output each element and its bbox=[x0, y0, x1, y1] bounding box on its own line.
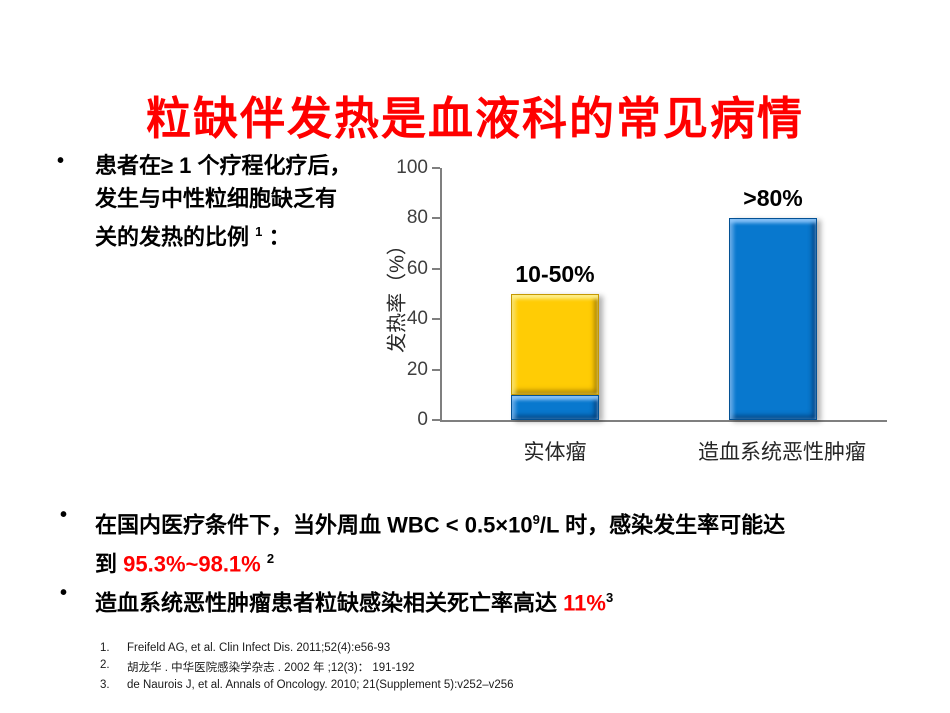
y-tick-label: 80 bbox=[406, 207, 428, 229]
y-tick-label: 100 bbox=[396, 157, 428, 178]
infection-rate-value: 95.3%~98.1% bbox=[123, 551, 261, 577]
bar-value-label: >80% bbox=[743, 185, 803, 212]
reference-item: 3. de Naurois J, et al. Annals of Oncolo… bbox=[100, 679, 514, 691]
bullet-3-text: 造血系统恶性肿瘤患者粒缺感染相关死亡率高达 11%3 bbox=[95, 581, 925, 620]
bar-实体瘤: 10-50% bbox=[511, 261, 599, 420]
y-tick-label: 0 bbox=[417, 409, 428, 430]
x-category-label: 实体瘤 bbox=[523, 441, 587, 464]
y-axis-label: 发热率（%） bbox=[386, 235, 409, 353]
reference-number: 2. bbox=[100, 658, 110, 671]
bullet-1-line1: 患者在≥ 1 个疗程化疗后， bbox=[95, 153, 352, 178]
bullet-icon: • bbox=[60, 504, 68, 526]
reference-item: 1. Freifeld AG, et al. Clin Infect Dis. … bbox=[100, 642, 514, 654]
y-tick-mark bbox=[432, 217, 440, 220]
y-tick-mark bbox=[432, 419, 440, 421]
y-tick-label: 40 bbox=[406, 308, 428, 330]
reference-item: 2. 胡龙华 . 中华医院感染学杂志 . 2002 年 ;12(3)： 191-… bbox=[100, 659, 514, 675]
y-tick-mark bbox=[432, 368, 440, 371]
exponent-9: 9 bbox=[532, 512, 540, 527]
bullet-icon: • bbox=[60, 582, 68, 604]
mortality-rate-value: 11% bbox=[563, 590, 606, 616]
reference-text: Freifeld AG, et al. Clin Infect Dis. 201… bbox=[127, 642, 391, 654]
fever-rate-chart: 发热率（%） 0 20 40 60 80 100 实体瘤 10-50% 造血系统恶性肿瘤 >80% bbox=[370, 150, 930, 490]
slide-title: 粒缺伴发热是血液科的常见病情 bbox=[145, 94, 804, 145]
bullet-1-tail: ： bbox=[262, 224, 291, 250]
x-category-label: 造血系统恶性肿瘤 bbox=[698, 441, 866, 464]
bullet-1-text: 患者在≥ 1 个疗程化疗后， 发生与中性粒细胞缺乏有 关的发热的比例 1 ： bbox=[95, 149, 425, 253]
bullet-icon: • bbox=[57, 150, 65, 172]
bullet-3-main: 造血系统恶性肿瘤患者粒缺感染相关死亡率高达 bbox=[95, 590, 564, 616]
bullet-2-text: 在国内医疗条件下，当外周血 WBC < 0.5×109/L 时，感染发生率可能达… bbox=[95, 503, 925, 582]
citation-superscript-1: 1 bbox=[255, 224, 263, 239]
citation-superscript-2: 2 bbox=[266, 551, 275, 567]
citation-superscript-3: 3 bbox=[605, 590, 614, 605]
bar-造血系统恶性肿瘤: >80% bbox=[729, 185, 817, 420]
y-tick-mark bbox=[432, 267, 440, 270]
reference-text: de Naurois J, et al. Annals of Oncology.… bbox=[127, 679, 514, 691]
bullet-2-line1b: /L 时，感染发生率可能达 bbox=[539, 512, 786, 538]
bar-value-label: 10-50% bbox=[515, 261, 595, 287]
reference-text: 胡龙华 . 中华医院感染学杂志 . 2002 年 ;12(3)： 191-192 bbox=[127, 661, 415, 674]
y-tick-mark bbox=[432, 167, 440, 169]
bullet-2-line1a: 在国内医疗条件下，当外周血 WBC < 0.5×10 bbox=[95, 512, 533, 538]
bullet-2-line2a: 到 bbox=[95, 551, 124, 577]
plot-area: 0 20 40 60 80 100 实体瘤 10-50% 造血系统恶性肿瘤 >80% bbox=[396, 157, 887, 464]
y-tick-mark bbox=[432, 318, 440, 321]
bullet-1-line2: 发生与中性粒细胞缺乏有 bbox=[95, 186, 338, 211]
y-tick-label: 60 bbox=[406, 257, 428, 279]
reference-number: 1. bbox=[100, 642, 110, 654]
bar-segment-blue bbox=[729, 218, 817, 420]
reference-list: 1. Freifeld AG, et al. Clin Infect Dis. … bbox=[100, 642, 514, 696]
bar-segment-yellow bbox=[511, 294, 599, 395]
y-tick-label: 20 bbox=[406, 358, 428, 380]
bar-segment-blue bbox=[511, 394, 599, 420]
bullet-1-line3: 关的发热的比例 bbox=[95, 224, 256, 250]
reference-number: 3. bbox=[100, 679, 110, 691]
